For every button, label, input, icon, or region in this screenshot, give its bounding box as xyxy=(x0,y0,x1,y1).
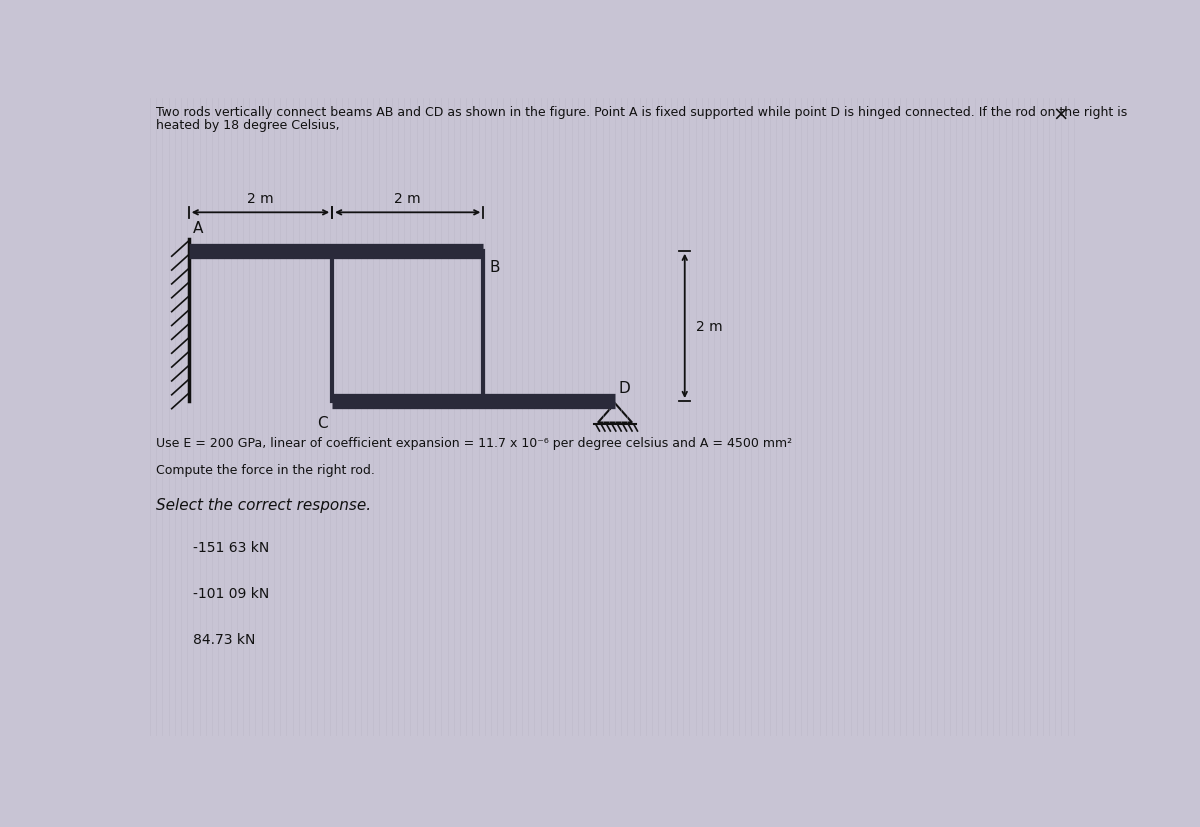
Text: Use E = 200 GPa, linear of coefficient expansion = 11.7 x 10⁻⁶ per degree celsiu: Use E = 200 GPa, linear of coefficient e… xyxy=(156,436,792,449)
Text: A: A xyxy=(193,221,203,237)
Text: 2 m: 2 m xyxy=(247,191,274,205)
Text: Two rods vertically connect beams AB and CD as shown in the figure. Point A is f: Two rods vertically connect beams AB and… xyxy=(156,105,1128,118)
Text: C: C xyxy=(318,415,329,430)
Text: heated by 18 degree Celsius,: heated by 18 degree Celsius, xyxy=(156,118,340,131)
Text: 2 m: 2 m xyxy=(395,191,421,205)
Text: -151 63 kN: -151 63 kN xyxy=(193,540,269,554)
Text: -101 09 kN: -101 09 kN xyxy=(193,586,269,600)
Text: 84.73 kN: 84.73 kN xyxy=(193,632,256,646)
Text: ×: × xyxy=(1052,105,1069,124)
Text: Compute the force in the right rod.: Compute the force in the right rod. xyxy=(156,463,376,476)
Text: Select the correct response.: Select the correct response. xyxy=(156,498,371,513)
Text: 2 m: 2 m xyxy=(696,319,722,333)
Text: B: B xyxy=(490,259,500,275)
Text: D: D xyxy=(619,380,631,395)
